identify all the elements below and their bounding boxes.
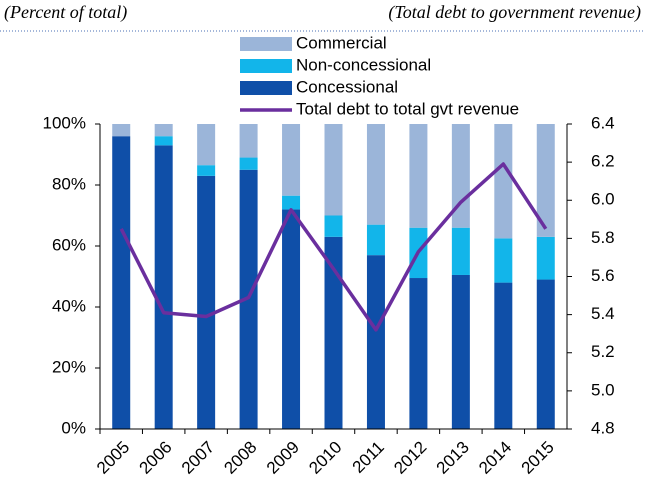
bar-segment [409, 278, 428, 429]
x-tick-label: 2008 [220, 438, 260, 478]
bar-segment [324, 236, 343, 429]
y-tick-label: 60% [52, 235, 86, 254]
bar-segment [494, 282, 513, 429]
y2-tick-label: 6.0 [591, 190, 615, 209]
bar-segment [197, 175, 216, 429]
bar-segment [366, 124, 385, 225]
bar-segment [112, 124, 131, 137]
legend-label: Concessional [296, 77, 398, 96]
bar-segment [324, 215, 343, 237]
y2-tick-label: 5.0 [591, 380, 615, 399]
x-tick-label: 2006 [135, 438, 175, 478]
x-tick-label: 2012 [390, 438, 430, 478]
y2-tick-label: 4.8 [591, 418, 615, 437]
right-axis-label: (Total debt to government revenue) [388, 2, 641, 23]
x-tick-label: 2005 [93, 438, 133, 478]
y2-tick-label: 5.4 [591, 304, 615, 323]
bar-segment [282, 124, 301, 196]
legend-label: Non-concessional [296, 55, 431, 74]
legend-swatch [240, 37, 292, 51]
legend-swatch [240, 81, 292, 95]
bar-segment [366, 224, 385, 256]
bar-segment [494, 124, 513, 239]
left-axis-label: (Percent of total) [4, 2, 127, 23]
x-tick-label: 2011 [349, 438, 388, 477]
bar-segment [451, 124, 470, 228]
bar-segment [324, 124, 343, 216]
legend-label: Total debt to total gvt revenue [296, 99, 519, 118]
bar-segment [282, 195, 301, 210]
bar-segment [536, 279, 555, 429]
y-tick-label: 80% [52, 174, 86, 193]
y-tick-label: 40% [52, 296, 86, 315]
bar-segment [409, 124, 428, 228]
bar-segment [451, 227, 470, 275]
bar-segment [451, 274, 470, 429]
y-tick-label: 100% [43, 113, 86, 132]
legend-swatch [240, 59, 292, 73]
legend-label: Commercial [296, 33, 387, 52]
bar-segment [154, 145, 173, 429]
bar-segment [154, 124, 173, 137]
x-tick-label: 2013 [433, 438, 473, 478]
line-series [119, 162, 548, 332]
bar-segment [536, 124, 555, 237]
bar-segment [112, 136, 131, 429]
x-tick-label: 2015 [518, 438, 558, 478]
x-tick-label: 2007 [178, 438, 218, 478]
y2-tick-label: 6.4 [591, 113, 615, 132]
y2-tick-label: 5.2 [591, 342, 615, 361]
bar-segment [366, 255, 385, 429]
y-tick-label: 20% [52, 357, 86, 376]
bar-segment [197, 165, 216, 176]
bar-segment [154, 136, 173, 146]
bar-segment [197, 124, 216, 166]
x-tick-label: 2010 [305, 438, 345, 478]
y-tick-label: 0% [61, 418, 86, 437]
bar-segment [494, 238, 513, 283]
x-tick-label: 2014 [475, 438, 515, 478]
bar-segment [536, 236, 555, 280]
bar-segment [239, 157, 258, 170]
bar-segment [239, 124, 258, 158]
x-tick-label: 2009 [263, 438, 303, 478]
y2-tick-label: 5.6 [591, 266, 615, 285]
bar-segment [282, 209, 301, 429]
y2-tick-label: 6.2 [591, 152, 615, 171]
y2-tick-label: 5.8 [591, 228, 615, 247]
